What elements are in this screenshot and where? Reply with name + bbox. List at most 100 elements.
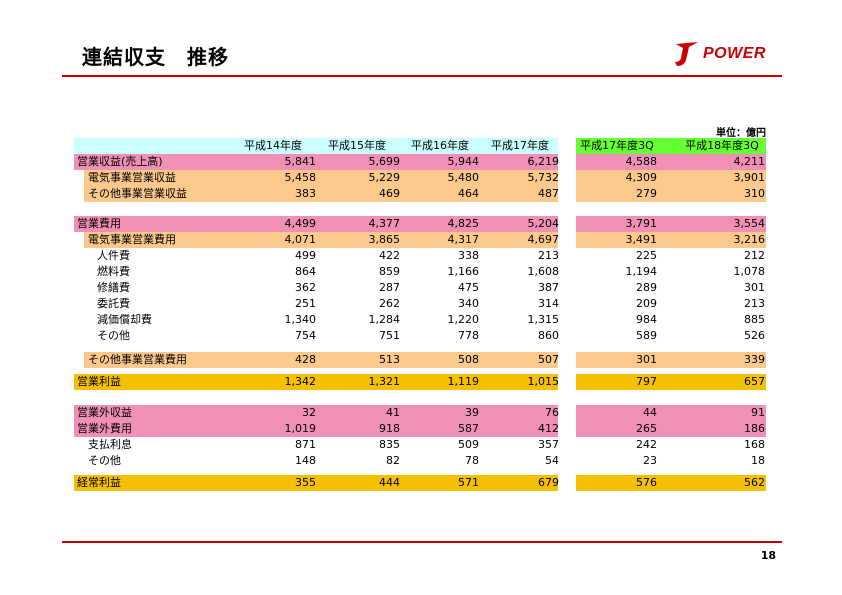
column-header: 平成17年度 [491,139,549,152]
table-cell: 168 [744,438,765,451]
row-band-right [576,154,766,170]
table-cell: 526 [744,329,765,342]
table-cell: 3,491 [625,233,658,246]
row-band [74,154,558,170]
table-cell: 509 [458,438,479,451]
table-cell: 751 [379,329,400,342]
table-cell: 918 [379,422,400,435]
table-cell: 387 [538,281,559,294]
jpower-logo: POWER [672,40,782,68]
column-header: 平成16年度 [411,139,469,152]
table-cell: 3,791 [625,217,658,230]
row-band [74,216,558,232]
table-cell: 4,317 [447,233,480,246]
table-cell: 508 [458,353,479,366]
table-cell: 1,220 [447,313,480,326]
row-label: その他 [97,329,130,342]
table-cell: 864 [295,265,316,278]
row-band-right [576,232,766,248]
row-label: 経常利益 [77,476,121,489]
table-cell: 355 [295,476,316,489]
table-cell: 6,219 [527,155,560,168]
row-band-right [576,216,766,232]
table-cell: 1,015 [527,375,560,388]
table-cell: 444 [379,476,400,489]
table-cell: 4,588 [625,155,658,168]
table-cell: 289 [636,281,657,294]
table-cell: 5,229 [368,171,401,184]
table-cell: 1,078 [733,265,766,278]
table-cell: 513 [379,353,400,366]
table-cell: 23 [643,454,657,467]
row-band [84,352,558,368]
table-cell: 860 [538,329,559,342]
table-cell: 18 [751,454,765,467]
table-cell: 487 [538,187,559,200]
j-mark-icon [675,42,698,66]
row-band-right [576,405,766,421]
table-cell: 562 [744,476,765,489]
table-cell: 1,315 [527,313,560,326]
table-cell: 4,211 [733,155,766,168]
table-cell: 4,697 [527,233,560,246]
table-cell: 4,825 [447,217,480,230]
row-band-right [576,374,766,390]
logo-text: POWER [703,45,766,62]
column-header: 平成15年度 [328,139,386,152]
table-cell: 871 [295,438,316,451]
table-cell: 5,699 [368,155,401,168]
table-cell: 412 [538,422,559,435]
table-cell: 186 [744,422,765,435]
table-cell: 589 [636,329,657,342]
table-cell: 835 [379,438,400,451]
table-cell: 287 [379,281,400,294]
row-band [74,475,558,491]
table-cell: 422 [379,249,400,262]
row-label: その他事業営業費用 [88,353,187,366]
table-cell: 213 [744,297,765,310]
table-cell: 5,480 [447,171,480,184]
row-band [74,405,558,421]
table-cell: 3,216 [733,233,766,246]
page-title: 連結収支 推移 [82,45,229,69]
table-cell: 314 [538,297,559,310]
row-band [84,232,558,248]
column-header: 平成14年度 [244,139,302,152]
table-cell: 262 [379,297,400,310]
table-cell: 4,309 [625,171,658,184]
row-label: 修繕費 [97,281,130,294]
column-header: 平成18年度3Q [685,139,759,152]
table-cell: 4,499 [284,217,317,230]
table-cell: 1,342 [284,375,317,388]
column-header: 平成17年度3Q [580,139,654,152]
table-cell: 212 [744,249,765,262]
table-cell: 1,119 [447,375,480,388]
table-cell: 428 [295,353,316,366]
row-label: 支払利息 [88,438,132,451]
table-cell: 4,377 [368,217,401,230]
table-cell: 338 [458,249,479,262]
table-cell: 279 [636,187,657,200]
table-cell: 5,732 [527,171,560,184]
table-cell: 984 [636,313,657,326]
table-cell: 251 [295,297,316,310]
table-cell: 357 [538,438,559,451]
table-cell: 225 [636,249,657,262]
row-label: 減価償却費 [97,313,152,326]
table-cell: 571 [458,476,479,489]
table-cell: 41 [386,406,400,419]
footer-rule [62,541,782,543]
row-label: 営業費用 [77,217,121,230]
row-label: 燃料費 [97,265,130,278]
table-cell: 5,204 [527,217,560,230]
table-cell: 885 [744,313,765,326]
table-cell: 3,901 [733,171,766,184]
row-band-right [576,352,766,368]
row-band [84,186,558,202]
table-cell: 576 [636,476,657,489]
table-cell: 499 [295,249,316,262]
unit-label: 単位：億円 [716,128,766,139]
table-cell: 301 [636,353,657,366]
header-band-right [576,138,766,154]
row-label: 営業収益(売上高) [77,155,163,168]
